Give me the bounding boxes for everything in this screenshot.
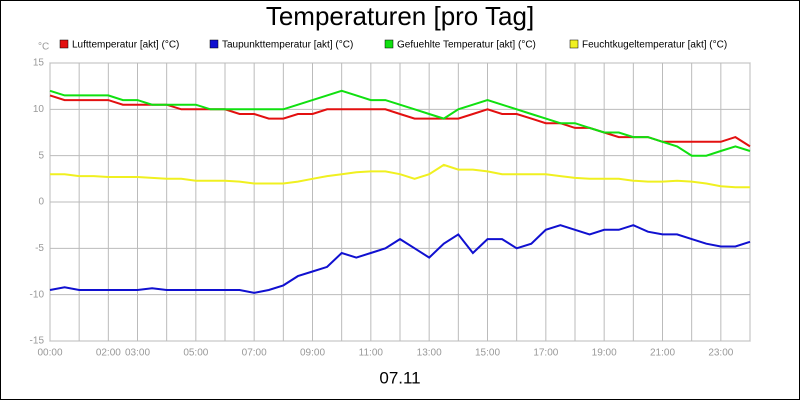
- x-tick-label: 21:00: [650, 348, 675, 359]
- x-tick-label: 23:00: [708, 348, 733, 359]
- y-tick-label: 5: [38, 150, 44, 161]
- legend-label: Gefuehlte Temperatur [akt] (°C): [397, 40, 536, 51]
- x-tick-label: 03:00: [125, 348, 150, 359]
- series-line: [49, 224, 751, 294]
- x-tick-label: 15:00: [475, 348, 500, 359]
- series-line: [50, 163, 750, 189]
- chart-title: Temperaturen [pro Tag]: [266, 1, 534, 31]
- y-tick-label: -5: [35, 243, 44, 254]
- legend-swatch: [384, 39, 394, 49]
- legend-swatch: [59, 39, 69, 49]
- y-tick-label: -15: [30, 336, 45, 347]
- x-tick-label: 07:00: [242, 348, 267, 359]
- x-label: 07.11: [379, 368, 420, 387]
- y-tick-label: 15: [33, 58, 45, 69]
- y-unit: °C: [38, 42, 49, 53]
- legend-label: Lufttemperatur [akt] (°C): [72, 40, 179, 51]
- x-tick-label: 05:00: [183, 348, 208, 359]
- y-tick-label: -10: [30, 289, 45, 300]
- x-tick-label: 19:00: [592, 348, 617, 359]
- x-tick-label: 11:00: [359, 348, 384, 359]
- legend-label: Feuchtkugeltemperatur [akt] (°C): [582, 40, 727, 51]
- y-tick-label: 0: [38, 197, 44, 208]
- y-tick-label: 10: [33, 104, 45, 115]
- x-tick-label: 13:00: [417, 348, 442, 359]
- x-tick-label: 09:00: [300, 348, 325, 359]
- series-line: [49, 89, 751, 157]
- x-tick-label: 00:00: [37, 348, 62, 359]
- x-tick-label: 17:00: [533, 348, 558, 359]
- legend-swatch: [569, 39, 579, 49]
- legend-label: Taupunkttemperatur [akt] (°C): [222, 40, 353, 51]
- x-tick-label: 02:00: [96, 348, 121, 359]
- legend-swatch: [209, 39, 219, 49]
